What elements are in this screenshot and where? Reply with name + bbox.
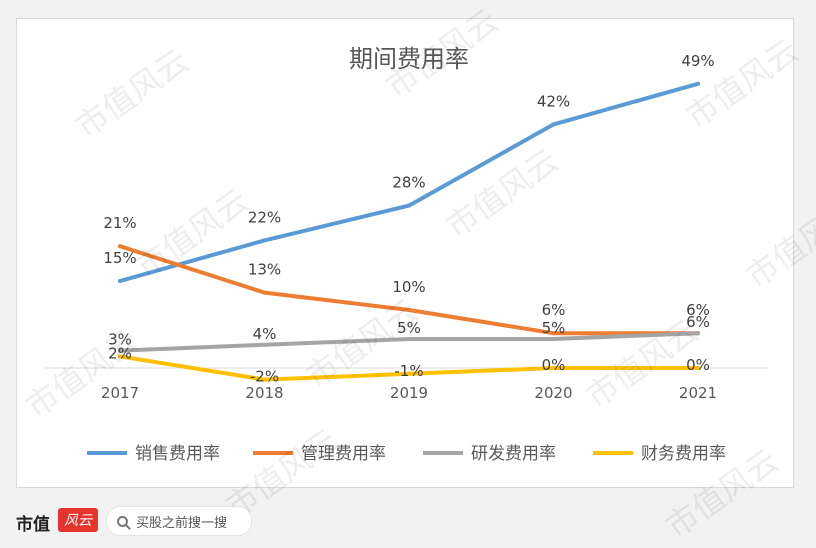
footer-bar: 市值 风云 买股之前搜一搜 bbox=[0, 496, 816, 547]
x-tick-label: 2019 bbox=[390, 384, 428, 402]
data-point bbox=[551, 331, 556, 336]
x-tick-label: 2017 bbox=[101, 384, 139, 402]
data-point bbox=[696, 366, 700, 370]
data-point bbox=[118, 244, 122, 249]
data-label: 2% bbox=[108, 344, 132, 362]
data-label: 3% bbox=[108, 331, 132, 349]
search-icon bbox=[117, 515, 128, 527]
legend-label: 研发费用率 bbox=[471, 444, 556, 464]
data-label: 5% bbox=[542, 319, 566, 337]
data-point bbox=[262, 377, 267, 382]
data-label: 49% bbox=[681, 52, 714, 70]
legend-label: 财务费用率 bbox=[641, 444, 726, 464]
data-label: 21% bbox=[103, 214, 136, 232]
legend: 销售费用率 管理费用率 研发费用率 财务费用率 bbox=[87, 444, 726, 464]
chart-title: 期间费用率 bbox=[349, 45, 469, 73]
data-label: 6% bbox=[542, 301, 566, 319]
brand-logo[interactable]: 风云 bbox=[58, 508, 98, 532]
data-point bbox=[696, 81, 700, 86]
data-label: 6% bbox=[686, 313, 710, 331]
data-point bbox=[262, 290, 267, 295]
legend-label: 销售费用率 bbox=[135, 444, 220, 464]
data-point bbox=[551, 337, 556, 341]
data-point bbox=[407, 308, 411, 312]
data-point bbox=[407, 337, 411, 341]
search-box[interactable]: 买股之前搜一搜 bbox=[106, 506, 252, 536]
data-label: 28% bbox=[392, 174, 425, 192]
chart-card: 期间费用率 2017 2018 2019 2020 2021 15% 22% 28% 42% 49… bbox=[16, 1, 816, 546]
data-label: 22% bbox=[248, 208, 281, 226]
data-point bbox=[118, 348, 122, 353]
data-label: 15% bbox=[103, 249, 136, 267]
data-label: -2% bbox=[250, 368, 279, 386]
data-label: 4% bbox=[253, 325, 277, 343]
data-label: 13% bbox=[248, 261, 281, 279]
legend-label: 管理费用率 bbox=[301, 444, 386, 464]
data-point bbox=[551, 122, 556, 127]
chart: 期间费用率 2017 2018 2019 2020 2021 15% 22% 28% 42% 49… bbox=[45, 45, 769, 464]
x-tick-label: 2018 bbox=[245, 384, 283, 402]
data-label: 10% bbox=[392, 278, 425, 296]
data-point bbox=[407, 371, 411, 376]
x-tick-label: 2021 bbox=[679, 384, 717, 402]
data-point bbox=[262, 238, 267, 243]
data-label: 0% bbox=[542, 356, 566, 374]
data-point bbox=[262, 342, 267, 347]
data-label: 42% bbox=[537, 92, 570, 110]
data-point bbox=[696, 331, 700, 336]
data-label: 6% bbox=[686, 301, 710, 319]
data-label: 5% bbox=[397, 319, 421, 337]
data-point bbox=[551, 366, 556, 370]
x-tick-label: 2020 bbox=[534, 384, 572, 402]
data-point bbox=[118, 354, 122, 359]
data-point bbox=[407, 203, 411, 208]
data-label: 0% bbox=[686, 356, 710, 374]
data-point bbox=[118, 279, 122, 283]
data-label: -1% bbox=[394, 362, 423, 380]
brand-name[interactable]: 市值 bbox=[16, 515, 50, 535]
search-placeholder: 买股之前搜一搜 bbox=[136, 515, 228, 531]
